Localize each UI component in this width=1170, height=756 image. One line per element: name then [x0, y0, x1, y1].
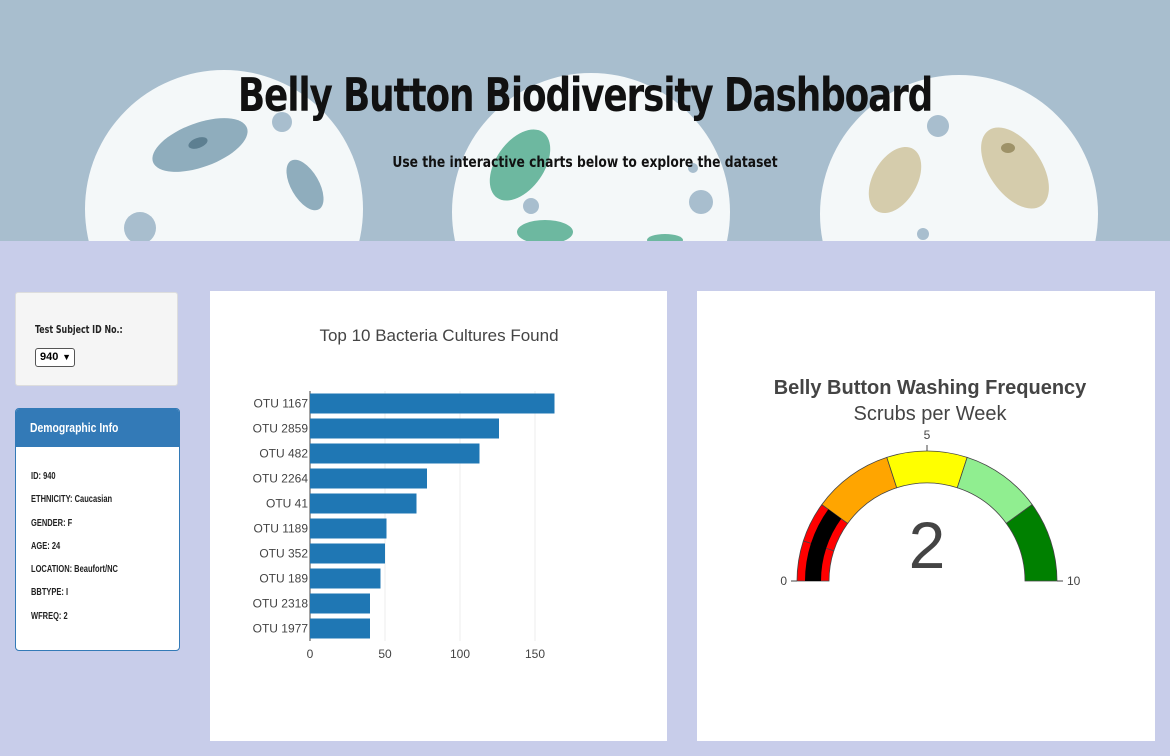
bar-x-tick-label: 50	[378, 647, 392, 661]
demo-bbtype: BBTYPE: I	[31, 587, 118, 610]
hero-banner: Belly Button Biodiversity Dashboard Use …	[0, 0, 1170, 241]
demo-ethnicity: ETHNICITY: Caucasian	[31, 494, 118, 517]
bar-y-tick-label: OTU 2318	[253, 597, 309, 611]
demo-id: ID: 940	[31, 471, 118, 494]
chevron-down-icon: ▼	[62, 349, 71, 366]
page-subtitle: Use the interactive charts below to expl…	[105, 153, 1064, 171]
demo-wfreq: WFREQ: 2	[31, 611, 118, 634]
gauge-title: Belly Button Washing Frequency	[774, 377, 1087, 399]
page-title: Belly Button Biodiversity Dashboard	[129, 68, 1042, 122]
demographic-info-heading: Demographic Info	[16, 409, 179, 447]
bar-y-tick-label: OTU 41	[266, 497, 308, 511]
bar-y-tick-label: OTU 2264	[253, 472, 309, 486]
bar-otu-189[interactable]	[310, 569, 381, 589]
bar-y-tick-label: OTU 1977	[253, 622, 309, 636]
bar-otu-2859[interactable]	[310, 419, 499, 439]
subject-id-selected: 940	[40, 351, 58, 363]
bar-y-tick-label: OTU 189	[259, 572, 308, 586]
bar-x-tick-label: 0	[307, 647, 314, 661]
bar-otu-2264[interactable]	[310, 469, 427, 489]
bar-otu-41[interactable]	[310, 494, 417, 514]
demographic-info-heading-text: Demographic Info	[30, 409, 118, 447]
demo-location: LOCATION: Beaufort/NC	[31, 564, 118, 587]
bar-x-tick-label: 150	[525, 647, 545, 661]
bar-otu-1167[interactable]	[310, 394, 555, 414]
demo-gender: GENDER: F	[31, 518, 118, 541]
bar-otu-482[interactable]	[310, 444, 480, 464]
bar-y-tick-label: OTU 482	[259, 447, 308, 461]
bar-chart-card: Top 10 Bacteria Cultures Found OTU 1167 O…	[210, 291, 667, 741]
bar-chart-title: Top 10 Bacteria Cultures Found	[319, 326, 558, 345]
gauge-chart[interactable]: Belly Button Washing Frequency Scrubs pe…	[697, 291, 1155, 741]
subject-id-dropdown[interactable]: 940 ▼	[35, 348, 75, 367]
bar-otu-2318[interactable]	[310, 594, 370, 614]
subject-selector-label: Test Subject ID No.:	[35, 323, 123, 336]
gauge-tick-label: 0	[780, 574, 787, 588]
gauge-step	[887, 451, 967, 488]
demographic-list: ID: 940 ETHNICITY: Caucasian GENDER: F A…	[31, 471, 147, 634]
gauge-tick-label: 5	[924, 428, 931, 442]
bar-otu-1189[interactable]	[310, 519, 387, 539]
bar-y-tick-label: OTU 2859	[253, 422, 309, 436]
gauge-tick-label: 10	[1067, 574, 1081, 588]
subject-selector-panel: Test Subject ID No.: 940 ▼	[15, 292, 178, 386]
bar-otu-352[interactable]	[310, 544, 385, 564]
gauge-chart-card: Belly Button Washing Frequency Scrubs pe…	[697, 291, 1155, 741]
gauge-value: 2	[909, 508, 946, 582]
bar-chart[interactable]: Top 10 Bacteria Cultures Found OTU 1167 O…	[210, 291, 667, 741]
bar-otu-1977[interactable]	[310, 619, 370, 639]
bar-y-tick-label: OTU 1167	[254, 397, 309, 411]
bar-y-tick-label: OTU 1189	[254, 522, 309, 536]
gauge-subtitle: Scrubs per Week	[853, 403, 1007, 425]
demo-age: AGE: 24	[31, 541, 118, 564]
bar-y-tick-label: OTU 352	[259, 547, 308, 561]
demographic-info-panel: Demographic Info ID: 940 ETHNICITY: Cauc…	[15, 408, 180, 651]
bar-x-tick-label: 100	[450, 647, 470, 661]
